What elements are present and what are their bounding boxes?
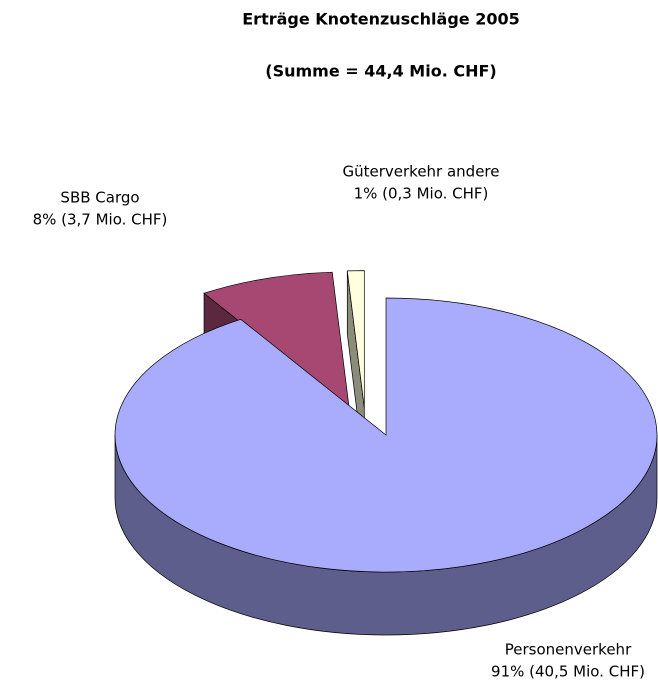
value-label: 91% (40,5 Mio. CHF) bbox=[491, 663, 645, 681]
slice-label: Güterverkehr andere bbox=[342, 163, 499, 181]
slice bbox=[346, 270, 365, 408]
chart-subtitle: (Summe = 44,4 Mio. CHF) bbox=[265, 62, 496, 81]
value-label: 1% (0,3 Mio. CHF) bbox=[354, 185, 489, 203]
slice bbox=[203, 271, 350, 410]
pie-tops bbox=[114, 270, 658, 573]
value-label: 8% (3,7 Mio. CHF) bbox=[33, 211, 168, 229]
slice-label: SBB Cargo bbox=[60, 189, 139, 207]
slice-label: Personenverkehr bbox=[505, 641, 632, 659]
slice bbox=[114, 297, 658, 573]
chart-title: Erträge Knotenzuschläge 2005 bbox=[242, 10, 520, 29]
